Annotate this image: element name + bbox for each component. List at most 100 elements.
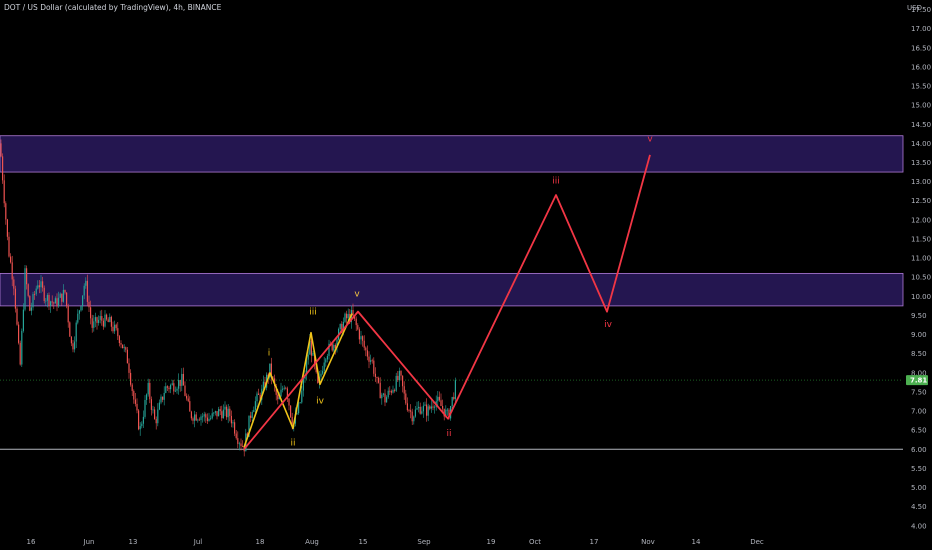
- candle-body: [406, 403, 408, 411]
- candle-body: [206, 417, 208, 421]
- candle-body: [390, 391, 392, 393]
- candle-body: [275, 386, 277, 395]
- candle-body: [448, 409, 450, 419]
- candle-body: [139, 426, 141, 430]
- candle-body: [50, 301, 52, 306]
- price-tick-label: 6.50: [911, 427, 927, 435]
- candle-body: [451, 396, 453, 407]
- time-tick-label: 14: [692, 538, 701, 546]
- time-tick-label: Dec: [750, 538, 764, 546]
- candle-body: [213, 412, 215, 414]
- time-tick-label: Sep: [417, 538, 431, 546]
- candle-body: [24, 268, 26, 310]
- candle-body: [374, 373, 376, 377]
- candle-body: [40, 281, 42, 288]
- price-tick-label: 9.00: [911, 331, 927, 339]
- time-tick-label: 18: [256, 538, 265, 546]
- candle-body: [325, 359, 327, 363]
- candle-body: [392, 389, 394, 393]
- candle-body: [402, 375, 404, 387]
- candle-body: [120, 343, 122, 345]
- candle-body: [346, 313, 348, 319]
- candle-body: [126, 349, 128, 364]
- candle-body: [411, 411, 413, 422]
- candle-body: [222, 409, 224, 419]
- candle-body: [280, 389, 282, 397]
- candle-body: [440, 400, 442, 407]
- candle-body: [363, 340, 365, 348]
- candle-body: [434, 406, 436, 408]
- time-tick-label: Jun: [83, 538, 95, 546]
- candle-body: [43, 287, 45, 301]
- candle-body: [414, 409, 416, 417]
- candle-body: [446, 409, 448, 411]
- candle-body: [437, 396, 439, 402]
- candle-body: [344, 313, 346, 322]
- candle-body: [101, 316, 103, 321]
- candle-body: [110, 316, 112, 327]
- candle-body: [331, 343, 333, 351]
- candle-body: [21, 330, 23, 365]
- candle-body: [138, 410, 140, 430]
- price-tick-label: 17.00: [911, 25, 931, 33]
- candle-body: [144, 400, 146, 417]
- time-axis[interactable]: 16 Jun 13 Jul 18 Aug 15 Sep 19 Oct 17 Nov 14 Dec: [27, 538, 764, 546]
- price-tick-label: 4.00: [911, 522, 927, 530]
- candle-body: [75, 322, 77, 342]
- price-tick-label: 8.00: [911, 369, 927, 377]
- candle-body: [336, 339, 338, 348]
- price-tick-label: 7.50: [911, 388, 927, 396]
- resistance-zones: [0, 135, 904, 307]
- candle-body: [310, 340, 312, 356]
- subwave-label-iii: iii: [309, 308, 317, 318]
- candle-body: [166, 386, 168, 388]
- price-tick-label: 9.50: [911, 312, 927, 320]
- candle-body: [112, 326, 114, 332]
- price-axis[interactable]: 4.00 4.50 5.00 5.50 6.00 6.50 7.00 7.50 8.00 8.50…: [911, 0, 931, 530]
- candle-body: [165, 386, 167, 393]
- projection-label-v: v: [647, 134, 653, 144]
- candle-body: [174, 390, 176, 392]
- symbol-header[interactable]: DOT / US Dollar (calculated by TradingVi…: [4, 3, 222, 12]
- candle-body: [246, 433, 248, 437]
- candle-body: [302, 378, 304, 391]
- candle-body: [326, 356, 328, 360]
- candle-body: [230, 415, 232, 424]
- candle-body: [405, 393, 407, 404]
- candle-body: [333, 344, 335, 351]
- price-tick-label: 14.50: [911, 121, 931, 129]
- time-tick-label: 19: [487, 538, 496, 546]
- candle-body: [45, 300, 47, 302]
- candle-body: [10, 256, 12, 263]
- candle-body: [240, 443, 242, 447]
- candle-body: [210, 418, 212, 420]
- candle-body: [347, 314, 349, 319]
- candle-body: [66, 292, 68, 306]
- candle-body: [400, 370, 402, 376]
- candle-body: [107, 319, 109, 323]
- candle-body: [181, 373, 183, 386]
- candle-body: [6, 219, 8, 237]
- candle-body: [334, 344, 336, 348]
- price-lines: [0, 379, 903, 450]
- candle-body: [78, 310, 80, 314]
- candle-body: [184, 385, 186, 396]
- candle-body: [27, 284, 29, 296]
- candle-body: [3, 180, 5, 204]
- candle-body: [30, 307, 32, 311]
- candle-body: [373, 360, 375, 374]
- price-tick-label: 10.50: [911, 274, 931, 282]
- candle-body: [70, 336, 72, 344]
- price-tick-label: 16.00: [911, 63, 931, 71]
- candle-body: [187, 398, 189, 402]
- candle-body: [376, 376, 378, 378]
- candle-body: [176, 388, 178, 391]
- candle-body: [171, 383, 173, 386]
- candle-body: [270, 363, 272, 378]
- candle-body: [286, 388, 288, 399]
- candle-body: [170, 385, 172, 390]
- candle-body: [370, 360, 372, 362]
- candle-body: [258, 393, 260, 395]
